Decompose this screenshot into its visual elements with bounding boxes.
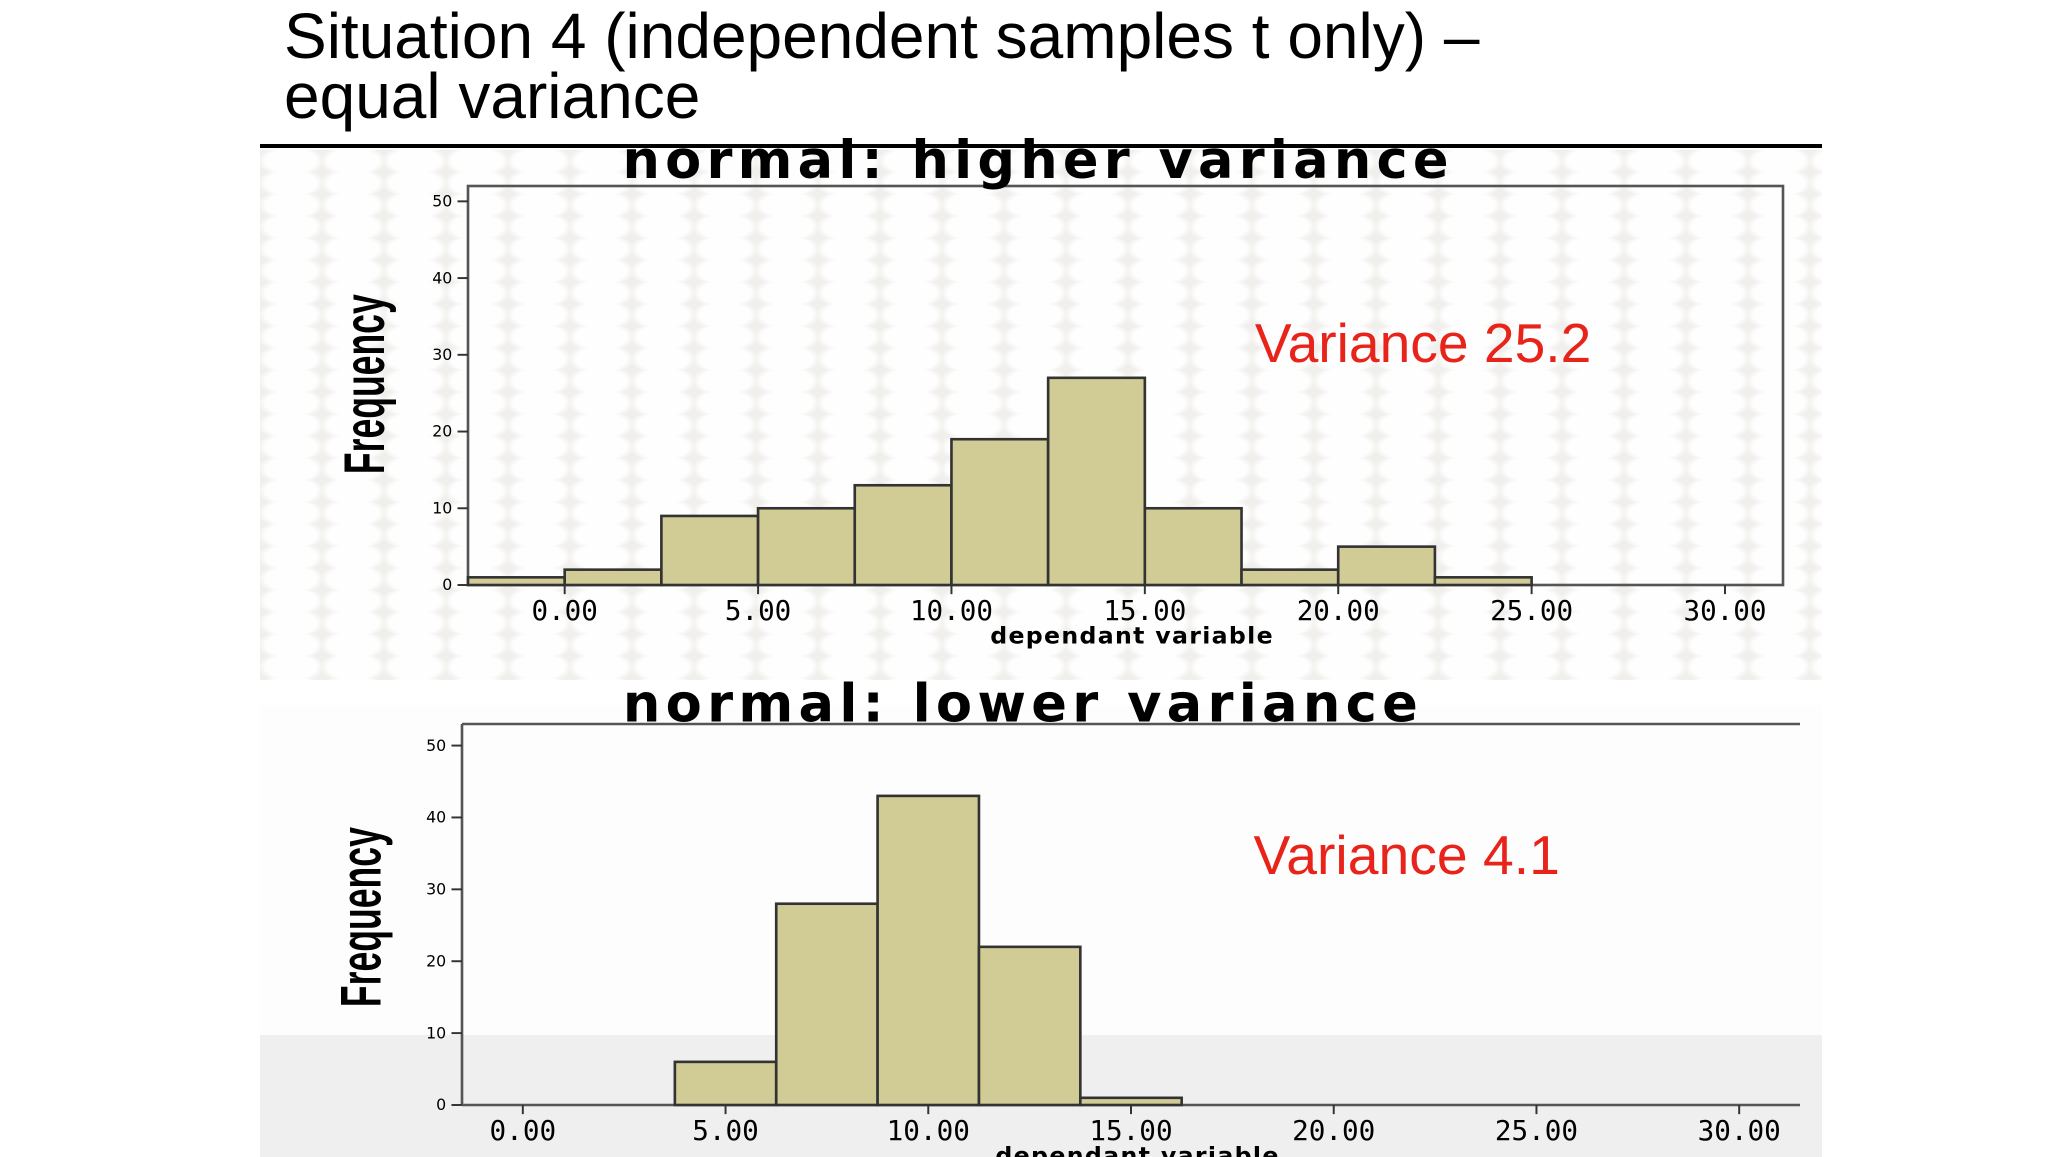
y-tick-label: 30 (432, 345, 452, 364)
x-tick-label: 15.00 (1103, 595, 1186, 627)
y-tick-label: 20 (432, 422, 452, 441)
x-tick-label: 0.00 (531, 595, 597, 627)
histogram-bar (1240, 568, 1340, 587)
chart-group: 0 10 20 30 40 50 0.00 5.00 10.00 15.00 20.00 25.00 3… (329, 674, 1800, 1157)
x-tick-label: 20.00 (1297, 595, 1380, 627)
y-tick-label: 30 (426, 880, 446, 899)
y-tick-label: 50 (432, 192, 452, 211)
y-tick-label: 50 (426, 736, 446, 755)
x-axis-label: dependant variable (990, 622, 1274, 650)
histogram-bar (950, 437, 1050, 587)
histogram-bar (853, 483, 953, 587)
y-tick-label: 10 (432, 499, 452, 518)
histogram-bar (1433, 576, 1533, 587)
x-tick-label: 15.00 (1089, 1115, 1172, 1147)
x-tick-label: 10.00 (910, 595, 993, 627)
x-tick-label: 5.00 (725, 595, 791, 627)
slide-title-line1: Situation 4 (independent samples t only)… (284, 0, 1480, 72)
title-underline (260, 144, 1822, 148)
histogram-bar (673, 1060, 778, 1107)
y-axis-label: Frequency (329, 827, 394, 1007)
y-tick-label: 40 (432, 268, 452, 287)
chart-title: normal: lower variance (623, 674, 1423, 735)
chart-title: normal: higher variance (622, 130, 1453, 191)
y-axis-label: Frequency (333, 294, 397, 474)
histogram-bar (1079, 1096, 1183, 1107)
x-tick-label: 0.00 (490, 1115, 557, 1147)
slide-title-line2: equal variance (284, 60, 701, 132)
histogram-bar (563, 568, 663, 587)
y-tick-label: 20 (426, 952, 446, 971)
slide-title: Situation 4 (independent samples t only)… (284, 4, 1844, 128)
chart-background (260, 150, 1822, 680)
histogram-bar (660, 514, 760, 587)
histogram-bar (977, 945, 1082, 1107)
y-tick-label: 0 (442, 575, 452, 594)
lower-variance-chart-panel: 0 10 20 30 40 50 0.00 5.00 10.00 15.00 20.00 25.00 3… (260, 674, 1822, 1157)
x-tick-label: 30.00 (1683, 595, 1766, 627)
variance-annotation: Variance 4.1 (1253, 824, 1559, 886)
x-axis-label: dependant variable (995, 1142, 1279, 1157)
higher-variance-histogram: 0 10 20 30 40 50 0.00 5.00 10.00 15.00 20.00 25.00 3… (333, 130, 1785, 650)
variance-annotation: Variance 25.2 (1255, 312, 1591, 374)
x-tick-label: 25.00 (1495, 1115, 1578, 1147)
histogram-bar (756, 506, 857, 587)
histogram-bar (876, 794, 981, 1107)
chart-group: 0 10 20 30 40 50 0.00 5.00 10.00 15.00 20.00 25.00 3… (333, 130, 1785, 650)
higher-variance-chart-panel: 0 10 20 30 40 50 0.00 5.00 10.00 15.00 20.00 25.00 3… (260, 130, 1822, 680)
histogram-bar (774, 902, 879, 1107)
histogram-bar (1046, 376, 1147, 587)
histogram-bar (466, 576, 567, 587)
y-tick-label: 10 (426, 1023, 446, 1042)
histogram-bar (1143, 506, 1243, 587)
x-tick-label: 5.00 (692, 1115, 759, 1147)
y-tick-label: 0 (436, 1095, 446, 1114)
x-tick-label: 30.00 (1698, 1115, 1781, 1147)
x-tick-label: 10.00 (887, 1115, 970, 1147)
y-tick-label: 40 (426, 808, 446, 827)
x-tick-label: 25.00 (1490, 595, 1573, 627)
lower-variance-histogram: 0 10 20 30 40 50 0.00 5.00 10.00 15.00 20.00 25.00 3… (329, 674, 1800, 1157)
histogram-bar (1336, 545, 1437, 587)
x-tick-label: 20.00 (1292, 1115, 1375, 1147)
